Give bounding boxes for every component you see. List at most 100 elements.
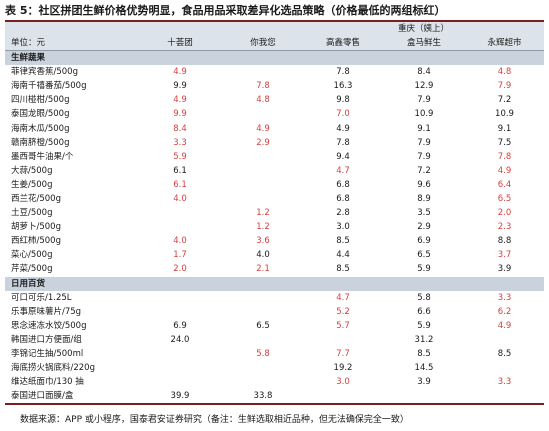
price-cell: 2.8 [336, 208, 350, 219]
price-cell: 4.7 [336, 165, 350, 176]
price-cell: 9.4 [336, 151, 350, 162]
price-cell: 9.8 [336, 95, 350, 106]
price-cell: 1.7 [173, 250, 187, 261]
product-name: 赣南脐橙/500g [11, 137, 70, 148]
price-cell: 4.0 [173, 193, 187, 204]
price-cell: 9.1 [497, 123, 512, 134]
price-cell [465, 389, 545, 406]
product-name: 西红柿/500g [11, 236, 61, 247]
price-cell: 7.7 [336, 349, 350, 360]
price-cell [137, 291, 223, 305]
price-cell: 3.6 [256, 236, 270, 247]
product-name: 海南木瓜/500g [11, 123, 70, 134]
price-cell: 7.8 [256, 81, 270, 92]
table-row: 海底捞火锅底料/220g 19.2 14.5 [5, 361, 544, 375]
price-cell: 2.9 [256, 137, 270, 148]
section-header-row: 生鲜蔬果 [5, 50, 545, 66]
price-cell [223, 305, 303, 319]
product-name: 墨西哥牛油果/个 [11, 151, 74, 162]
price-cell [137, 305, 223, 319]
table-row: 海南木瓜/500g 8.4 4.9 4.9 9.1 9.1 [5, 121, 544, 135]
table-row: 西兰花/500g 4.0 6.8 8.9 6.5 [5, 192, 544, 206]
price-cell: 6.8 [336, 193, 350, 204]
price-cell [223, 164, 303, 178]
price-cell: 4.0 [173, 236, 187, 247]
price-cell: 9.9 [173, 81, 187, 92]
price-cell: 8.5 [417, 349, 431, 360]
price-cell: 3.3 [497, 377, 512, 388]
price-cell: 4.9 [173, 67, 187, 78]
price-cell: 6.2 [497, 306, 512, 317]
product-name: 李锦记生抽/500ml [11, 349, 84, 360]
price-cell [383, 389, 465, 406]
price-cell: 3.9 [417, 377, 431, 388]
table-row: 泰国龙眼/500g 9.9 7.0 10.9 10.9 [5, 107, 544, 121]
price-cell [223, 291, 303, 305]
price-cell: 4.9 [497, 165, 512, 176]
price-cell [137, 347, 223, 361]
price-cell [223, 107, 303, 121]
price-cell: 7.2 [417, 165, 431, 176]
price-cell: 8.5 [497, 349, 512, 360]
table-row: 乐事原味薯片/75g 5.2 6.6 6.2 [5, 305, 544, 319]
product-name: 西兰花/500g [11, 193, 61, 204]
price-cell: 14.5 [414, 363, 434, 374]
price-cell: 8.5 [336, 236, 350, 247]
price-cell: 9.1 [417, 123, 431, 134]
table-row: 四川椪柑/500g 4.9 4.8 9.8 7.9 7.2 [5, 93, 544, 107]
header-blank-cell [5, 22, 137, 36]
price-cell [465, 333, 544, 347]
table-row: 李锦记生抽/500ml 5.8 7.7 8.5 8.5 [5, 347, 544, 361]
price-cell: 6.5 [256, 320, 270, 331]
price-cell: 3.7 [497, 250, 512, 261]
price-cell [223, 178, 303, 192]
price-cell: 10.9 [495, 109, 514, 120]
price-cell: 7.9 [417, 151, 431, 162]
price-cell: 5.8 [256, 349, 270, 360]
table-row: 可口可乐/1.25L 4.7 5.8 3.3 [5, 291, 544, 305]
table-row: 韩国进口方便面/组 24.0 31.2 [5, 333, 544, 347]
table-row: 思念速冻水饺/500g 6.9 6.5 5.7 5.9 4.9 [5, 319, 544, 333]
price-cell: 8.8 [497, 236, 512, 247]
column-header: 盒马鲜生 [383, 36, 465, 51]
table-title: 表 5：社区拼团生鲜价格优势明显，食品用品采取差异化选品策略（价格最低的两组标红… [5, 4, 446, 17]
price-cell: 6.5 [417, 250, 431, 261]
section-title: 日用百货 [5, 276, 545, 291]
price-cell: 10.9 [414, 109, 434, 120]
product-name: 维达纸面巾/130 抽 [11, 377, 84, 388]
table-row: 生姜/500g 6.1 6.8 9.6 6.4 [5, 178, 544, 192]
table-row: 西红柿/500g 4.0 3.6 8.5 6.9 8.8 [5, 234, 544, 248]
table-row: 海南千禧番茄/500g 9.9 7.8 16.3 12.9 7.9 [5, 79, 544, 93]
price-cell: 6.5 [497, 193, 512, 204]
price-cell: 5.9 [173, 151, 187, 162]
price-cell: 6.4 [497, 179, 512, 190]
price-cell: 5.9 [417, 264, 431, 275]
price-cell: 3.3 [497, 292, 512, 303]
product-name: 泰国龙眼/500g [11, 109, 70, 120]
table-row: 维达纸面巾/130 抽 3.0 3.9 3.3 [5, 375, 544, 389]
product-name: 思念速冻水饺/500g [11, 320, 87, 331]
column-header: 高鑫零售 [303, 36, 383, 51]
product-name: 四川椪柑/500g [11, 95, 70, 106]
price-cell: 4.4 [336, 250, 350, 261]
price-cell: 6.1 [173, 179, 187, 190]
table-row: 胡萝卜/500g 1.2 3.0 2.9 2.3 [5, 220, 544, 234]
header-row-region: 重庆（姨上） [5, 22, 545, 36]
price-cell: 6.9 [417, 236, 431, 247]
price-cell: 7.8 [336, 137, 350, 148]
column-header: 永辉超市 [465, 36, 545, 51]
price-cell: 7.8 [497, 151, 512, 162]
product-name: 海南千禧番茄/500g [11, 81, 87, 92]
product-name: 土豆/500g [11, 208, 53, 219]
price-cell [223, 150, 303, 164]
price-cell: 7.0 [336, 109, 350, 120]
table-row: 赣南脐橙/500g 3.3 2.9 7.8 7.9 7.5 [5, 136, 544, 150]
region-header: 重庆（姨上） [303, 22, 545, 36]
price-cell: 4.0 [256, 250, 270, 261]
price-cell [223, 65, 303, 79]
price-cell: 3.9 [497, 264, 512, 275]
header-blank-cell [223, 22, 303, 36]
price-comparison-table: 重庆（姨上） 单位：元 十荟团 你我您 高鑫零售 盒马鲜生 永辉超市 生鲜蔬果菲… [5, 22, 545, 406]
product-name: 生姜/500g [11, 179, 53, 190]
